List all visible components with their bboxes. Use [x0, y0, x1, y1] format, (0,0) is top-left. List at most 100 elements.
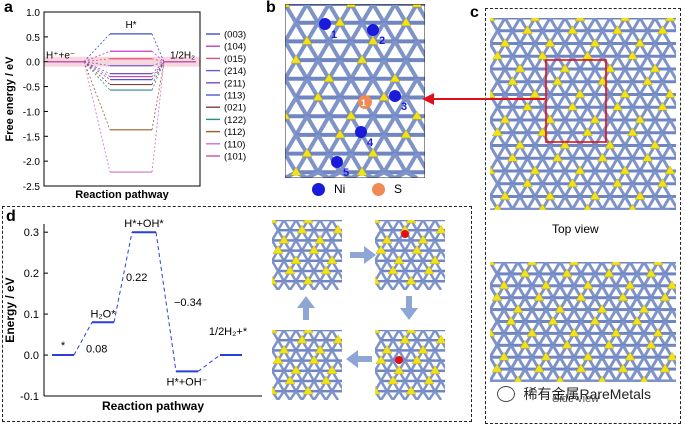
ni-ni-bond: [649, 368, 660, 382]
ni-ni-bond: [509, 262, 520, 275]
cycle-arrow-right: [350, 246, 376, 264]
s-atom: [604, 140, 616, 149]
ni-ni-bond: [503, 18, 514, 32]
ni-ni-bond: [397, 280, 407, 290]
connector-(104): [151, 50, 165, 63]
s-atom: [334, 129, 346, 139]
ni-ni-bond: [391, 330, 401, 341]
s-atom: [540, 351, 552, 361]
s-atom: [628, 203, 637, 210]
ni-ni-bond: [415, 152, 425, 172]
ni-ni-bond: [294, 96, 309, 118]
ni-ni-bond: [288, 220, 298, 231]
ni-ni-bond: [397, 380, 407, 392]
ni-ni-bond: [518, 195, 529, 210]
s-legend-label: S: [394, 182, 403, 196]
s-atom: [624, 280, 636, 290]
s-atom: [659, 363, 671, 373]
ni-ni-bond: [421, 330, 431, 341]
ni-ni-bond: [272, 339, 280, 352]
ni-ni-bond: [503, 93, 514, 109]
s-atom: [381, 234, 393, 244]
ni-ni-bond: [548, 131, 559, 147]
ni-ni-bond: [642, 320, 653, 335]
s-atom: [533, 363, 545, 373]
ni-ni-bond: [527, 207, 536, 210]
ni-legend-label: Ni: [334, 182, 346, 196]
ni-ni-bond: [593, 356, 604, 370]
s-atom: [356, 54, 368, 64]
ni-ni-bond: [349, 77, 364, 99]
s-atom: [604, 63, 616, 73]
ni-ni-bond: [318, 220, 328, 231]
ni-ni-bond: [490, 106, 499, 121]
cycle-structure-4: [272, 330, 342, 400]
connector-(113): [151, 61, 165, 80]
y-tick-label: 0.5: [26, 33, 40, 44]
ni-ni-bond: [393, 152, 408, 174]
legend-entry: (101): [224, 152, 246, 163]
ni-ni-bond: [393, 59, 408, 80]
ni-ni-bond: [349, 40, 364, 62]
ni-ni-bond: [646, 93, 657, 109]
connector-(015): [83, 58, 111, 63]
ni-ni-bond: [397, 239, 407, 252]
ni-ni-bond: [523, 368, 534, 382]
ni-ni-bond: [300, 349, 310, 362]
ni-ni-bond: [276, 390, 286, 400]
ni-ni-bond: [558, 356, 569, 370]
ni-ni-bond: [573, 379, 582, 382]
ni-ni-bond: [294, 349, 304, 362]
ni-ni-bond: [300, 249, 310, 262]
s-atom: [272, 275, 278, 285]
ni-ni-bond: [379, 370, 389, 382]
ni-ni-bond: [403, 359, 413, 372]
s-atom: [285, 110, 291, 120]
ni-ni-bond: [563, 157, 574, 172]
ni-ni-bond: [616, 42, 627, 58]
ni-ni-bond: [607, 368, 618, 382]
ni-ni-bond: [490, 379, 498, 382]
s-atom: [544, 38, 556, 47]
ni-ni-bond: [526, 42, 537, 58]
s-atom: [555, 375, 565, 382]
s-atom: [332, 334, 342, 344]
ni-ni-bond: [371, 77, 386, 99]
ni-ni-bond: [586, 93, 597, 109]
ni-ni-bond: [523, 296, 534, 311]
ni-ni-bond: [653, 80, 664, 96]
s-atom: [522, 178, 533, 187]
ni-ni-bond: [427, 280, 437, 290]
ni-ni-bond: [282, 249, 292, 262]
ni-ni-bond: [608, 119, 619, 134]
ni-ni-bond: [578, 182, 589, 198]
ni-ni-bond: [393, 4, 408, 24]
ni-ni-bond: [338, 152, 353, 174]
ni-ni-bond: [496, 93, 507, 109]
ni-ni-bond: [288, 349, 298, 362]
ni-ni-bond: [285, 77, 298, 99]
x-axis-label: Reaction pathway: [102, 399, 204, 413]
connector-(112): [151, 61, 165, 130]
s-atom: [411, 355, 423, 364]
ni-ni-bond: [379, 390, 389, 400]
s-atom: [389, 73, 401, 83]
legend-entry: (122): [224, 115, 246, 126]
s-atom: [302, 330, 314, 334]
ni-ni-bond: [339, 170, 352, 178]
ni-ni-bond: [670, 332, 676, 344]
s-atom: [499, 191, 511, 200]
ni-ni-bond: [646, 18, 657, 32]
ni-ni-bond: [621, 262, 632, 275]
ni-ni-bond: [427, 390, 437, 400]
y-tick-label: 0.2: [24, 268, 39, 280]
ni-ni-bond: [272, 229, 280, 242]
step-label: 0.08: [86, 344, 107, 356]
s-atom: [589, 191, 601, 200]
ni-ni-bond: [649, 296, 660, 311]
panel-c-top-structure: [490, 18, 676, 210]
ni-ni-bond: [548, 55, 559, 70]
ni-ni-bond: [338, 96, 353, 118]
s-atom: [574, 89, 586, 98]
s-atom: [612, 178, 623, 187]
